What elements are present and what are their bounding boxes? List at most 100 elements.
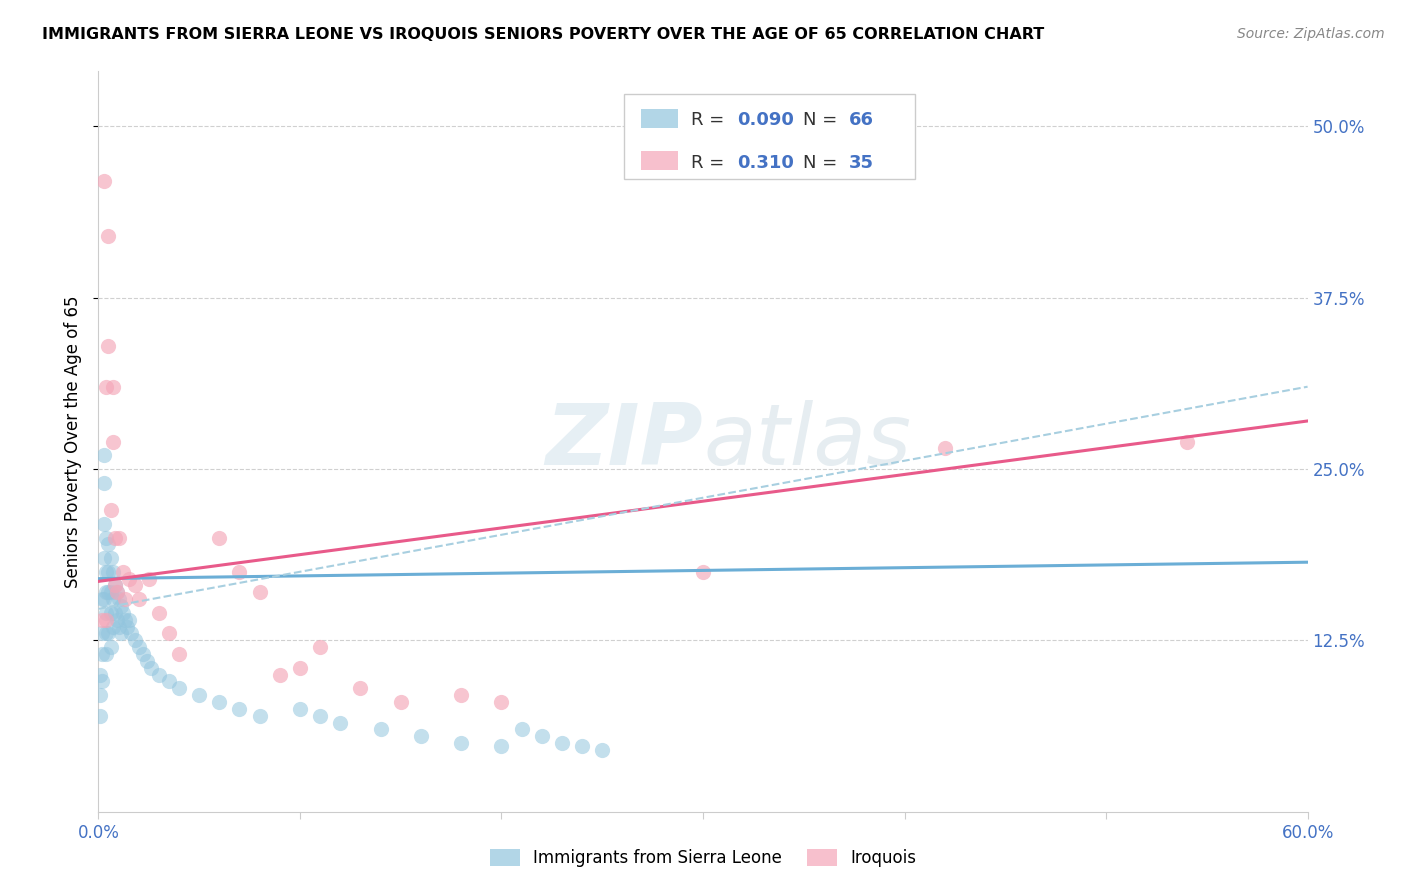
Point [111, 606, 134, 620]
Text: 0.310: 0.310 [737, 153, 794, 172]
Point [101, 619, 124, 633]
Point [692, 565, 714, 579]
Text: atlas: atlas [703, 400, 911, 483]
Point [100, 585, 122, 599]
FancyBboxPatch shape [641, 151, 678, 170]
Text: R =: R = [690, 112, 730, 129]
Point [450, 736, 472, 750]
Point [107, 592, 129, 607]
Point [128, 640, 150, 655]
Point [101, 434, 124, 449]
Point [97, 626, 120, 640]
Point [103, 578, 125, 592]
Point [249, 708, 271, 723]
Point [93, 475, 115, 490]
Point [103, 578, 125, 592]
Text: N =: N = [803, 153, 844, 172]
Point [510, 723, 533, 737]
Text: 35: 35 [849, 153, 875, 172]
Point [128, 592, 150, 607]
Point [91, 626, 114, 640]
Point [97, 537, 120, 551]
Point [389, 695, 412, 709]
Point [450, 688, 472, 702]
Point [91, 674, 114, 689]
Point [96, 380, 118, 394]
Point [188, 688, 211, 702]
Point [208, 695, 231, 709]
Point [120, 626, 142, 640]
Point [115, 619, 138, 633]
Text: 0.090: 0.090 [737, 112, 794, 129]
Point [107, 619, 129, 633]
Point [249, 585, 271, 599]
Point [118, 613, 141, 627]
Point [105, 585, 128, 599]
Point [100, 551, 122, 566]
Point [124, 633, 146, 648]
Point [148, 606, 170, 620]
Point [228, 702, 250, 716]
Text: Source: ZipAtlas.com: Source: ZipAtlas.com [1237, 27, 1385, 41]
Point [135, 654, 157, 668]
Point [114, 613, 136, 627]
Point [530, 729, 553, 743]
Point [96, 606, 118, 620]
Point [96, 626, 118, 640]
Point [370, 723, 392, 737]
Point [329, 715, 352, 730]
Point [93, 448, 115, 462]
Point [97, 228, 120, 243]
Point [1175, 434, 1198, 449]
Point [96, 531, 118, 545]
Point [97, 585, 120, 599]
Point [103, 531, 125, 545]
Point [571, 739, 593, 753]
Point [101, 565, 124, 579]
Point [110, 626, 132, 640]
Point [288, 661, 311, 675]
Point [124, 578, 146, 592]
Point [269, 667, 291, 681]
Point [100, 503, 122, 517]
Point [96, 565, 118, 579]
Point [89, 708, 111, 723]
Point [148, 667, 170, 681]
Point [96, 585, 118, 599]
Point [132, 647, 155, 661]
Point [91, 613, 114, 627]
Point [93, 592, 115, 607]
Point [118, 572, 141, 586]
Point [91, 647, 114, 661]
Point [96, 613, 118, 627]
Point [105, 613, 128, 627]
Point [349, 681, 371, 696]
Point [167, 681, 190, 696]
Point [591, 743, 613, 757]
Point [101, 592, 124, 607]
Point [491, 739, 513, 753]
Point [157, 626, 180, 640]
Point [409, 729, 432, 743]
Point [309, 640, 332, 655]
FancyBboxPatch shape [624, 94, 915, 178]
Point [934, 442, 956, 456]
Point [101, 380, 124, 394]
Point [114, 592, 136, 607]
Y-axis label: Seniors Poverty Over the Age of 65: Seniors Poverty Over the Age of 65 [65, 295, 83, 588]
Point [97, 565, 120, 579]
Point [167, 647, 190, 661]
Point [551, 736, 574, 750]
Point [91, 592, 114, 607]
Point [107, 531, 129, 545]
Point [111, 565, 134, 579]
Point [288, 702, 311, 716]
Point [157, 674, 180, 689]
Text: IMMIGRANTS FROM SIERRA LEONE VS IROQUOIS SENIORS POVERTY OVER THE AGE OF 65 CORR: IMMIGRANTS FROM SIERRA LEONE VS IROQUOIS… [42, 27, 1045, 42]
Text: ZIP: ZIP [546, 400, 703, 483]
Point [110, 599, 132, 613]
Point [100, 640, 122, 655]
Point [96, 647, 118, 661]
Point [103, 606, 125, 620]
Point [138, 572, 160, 586]
